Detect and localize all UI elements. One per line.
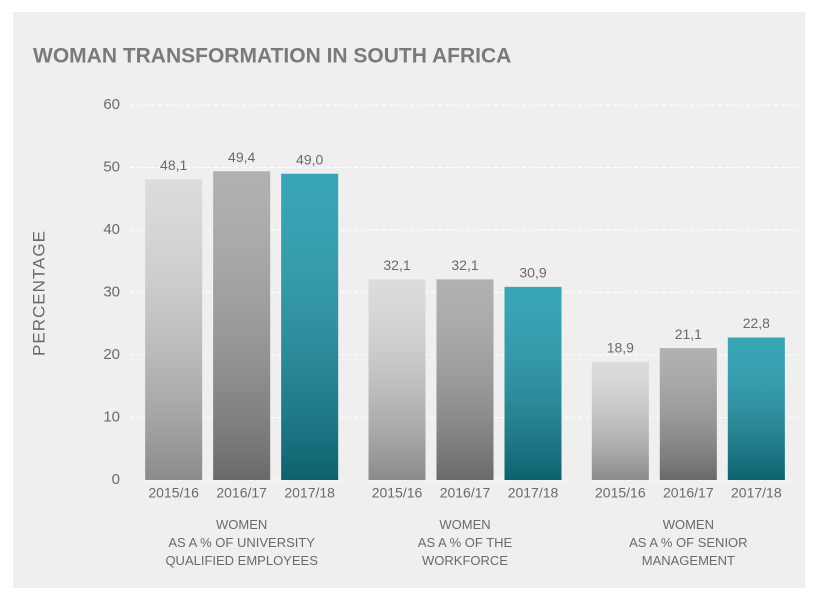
bar-shade: [504, 286, 562, 480]
y-tick-label: 20: [103, 346, 120, 363]
bar-shade: [591, 361, 649, 480]
data-label: 49,4: [228, 149, 255, 165]
data-label: 22,8: [743, 315, 770, 331]
y-tick-label: 40: [103, 221, 120, 238]
y-tick-label: 60: [103, 96, 120, 113]
category-label: WOMEN AS A % OF UNIVERSITY QUALIFIED EMP…: [165, 517, 318, 568]
chart-title: WOMAN TRANSFORMATION IN SOUTH AFRICA: [33, 45, 511, 68]
data-label: 49,0: [296, 151, 323, 167]
data-label: 32,1: [383, 257, 410, 273]
x-tick-label: 2017/18: [731, 485, 782, 501]
y-tick-label: 10: [103, 408, 120, 425]
y-tick-label: 50: [103, 158, 120, 175]
bar-shade: [659, 348, 717, 480]
bar-shade: [436, 279, 494, 480]
y-tick-label: 30: [103, 283, 120, 300]
bar-shade: [213, 171, 271, 480]
bar-shade: [281, 173, 339, 480]
x-tick-label: 2015/16: [372, 485, 423, 501]
data-label: 18,9: [607, 340, 634, 356]
x-tick-label: 2016/17: [663, 485, 714, 501]
category-label: WOMEN AS A % OF THE WORKFORCE: [417, 517, 513, 568]
x-tick-label: 2015/16: [148, 485, 199, 501]
data-label: 32,1: [451, 257, 478, 273]
x-tick-label: 2016/17: [216, 485, 267, 501]
category-label: WOMEN AS A % OF SENIOR MANAGEMENT: [629, 517, 748, 568]
data-label: 30,9: [519, 265, 546, 281]
x-tick-label: 2017/18: [508, 485, 559, 501]
bar-shade: [727, 337, 785, 480]
x-tick-label: 2015/16: [595, 485, 646, 501]
y-tick-label: 0: [112, 471, 120, 488]
x-tick-label: 2017/18: [284, 485, 335, 501]
data-label: 21,1: [675, 326, 702, 342]
y-axis-label: PERCENTAGE: [29, 230, 48, 356]
bar-shade: [368, 279, 426, 480]
x-tick-label: 2016/17: [440, 485, 491, 501]
data-label: 48,1: [160, 157, 187, 173]
bar-shade: [145, 179, 203, 480]
